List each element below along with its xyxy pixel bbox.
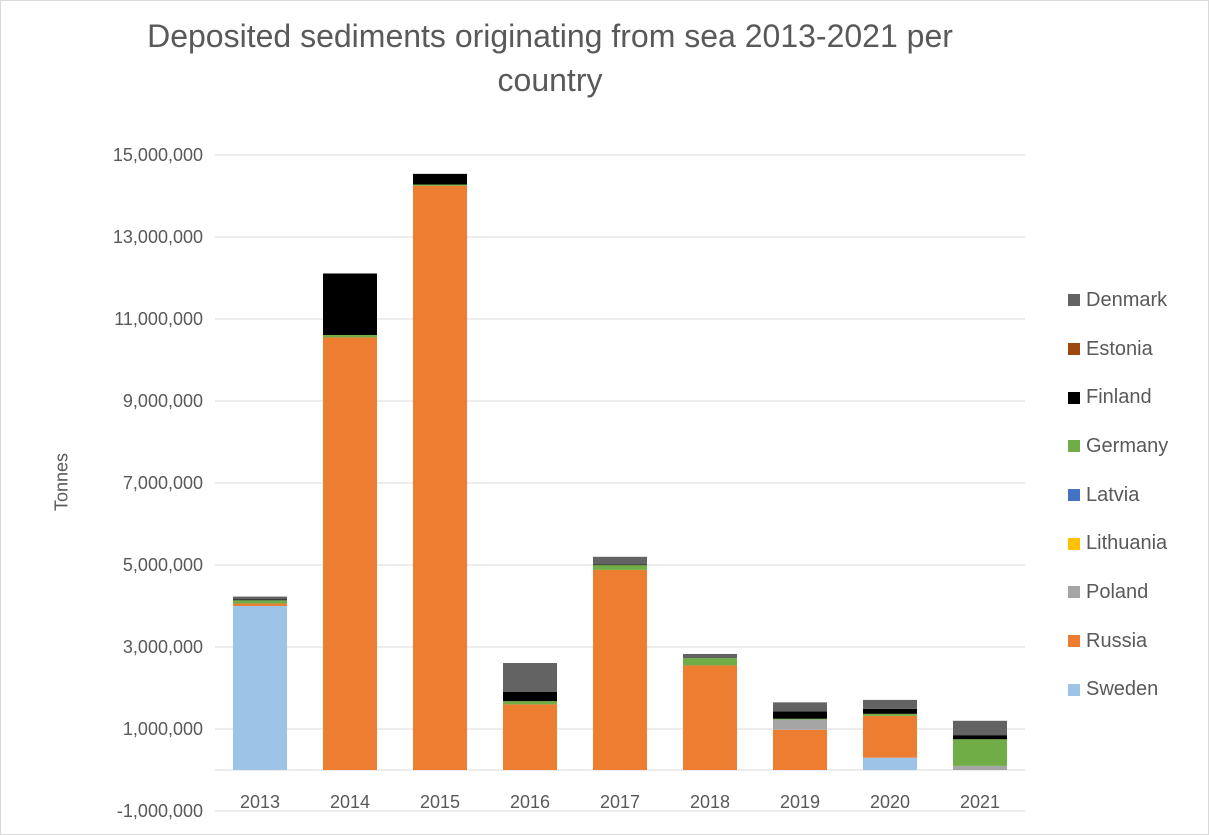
- legend-swatch: [1068, 489, 1080, 502]
- bar-russia-2018: [683, 665, 737, 770]
- legend-label: Poland: [1086, 580, 1149, 603]
- bar-russia-2013: [233, 603, 287, 606]
- bar-denmark-2018: [683, 653, 737, 659]
- bar-denmark-2017: [593, 556, 647, 565]
- bar-finland-2020: [863, 708, 917, 714]
- bar-finland-2013: [233, 599, 287, 601]
- legend: Denmark Estonia Finland Germany Latvia Lithua…: [1068, 276, 1168, 714]
- bar-denmark-2013: [233, 596, 287, 600]
- legend-label: Sweden: [1086, 678, 1159, 701]
- x-tick-label: 2020: [870, 792, 910, 812]
- bar-russia-2019: [773, 729, 827, 770]
- bar-russia-2016: [503, 704, 557, 770]
- legend-label: Finland: [1086, 386, 1152, 409]
- legend-label: Germany: [1086, 434, 1169, 457]
- bar-germany-2018: [683, 658, 737, 666]
- bar-germany-2017: [593, 565, 647, 570]
- bar-finland-2015: [413, 173, 467, 185]
- bar-russia-2017: [593, 569, 647, 770]
- legend-swatch: [1068, 440, 1080, 453]
- bar-germany-2021: [953, 739, 1007, 766]
- legend-label: Lithuania: [1086, 532, 1168, 555]
- bar-germany-2016: [503, 701, 557, 705]
- y-tick-label: 9,000,000: [123, 391, 203, 411]
- legend-item-denmark: Denmark: [1068, 276, 1168, 325]
- x-tick-label: 2018: [690, 792, 730, 812]
- bar-finland-2019: [773, 711, 827, 719]
- bar-denmark-2021: [953, 720, 1007, 736]
- bar-denmark-2016: [503, 662, 557, 692]
- legend-swatch: [1068, 343, 1080, 356]
- legend-item-germany: Germany: [1068, 422, 1168, 471]
- legend-swatch: [1068, 683, 1080, 696]
- x-tick-label: 2013: [240, 792, 280, 812]
- y-tick-label: 1,000,000: [123, 719, 203, 739]
- legend-item-poland: Poland: [1068, 568, 1168, 617]
- y-tick-label: 5,000,000: [123, 555, 203, 575]
- legend-swatch: [1068, 586, 1080, 599]
- bar-germany-2020: [863, 713, 917, 716]
- chart-title: Deposited sediments originating from sea…: [147, 18, 953, 98]
- bar-poland-2021: [953, 765, 1007, 770]
- bar-russia-2015: [413, 185, 467, 770]
- x-tick-label: 2015: [420, 792, 460, 812]
- bar-denmark-2019: [773, 702, 827, 712]
- y-tick-label: 11,000,000: [114, 309, 203, 329]
- bar-finland-2017: [593, 564, 647, 566]
- legend-label: Russia: [1086, 629, 1148, 652]
- x-tick-label: 2016: [510, 792, 550, 812]
- legend-item-estonia: Estonia: [1068, 325, 1168, 374]
- bar-finland-2021: [953, 735, 1007, 740]
- x-tick-label: 2019: [780, 792, 820, 812]
- y-tick-label: 3,000,000: [123, 637, 203, 657]
- legend-label: Denmark: [1086, 288, 1168, 311]
- legend-swatch: [1068, 294, 1080, 307]
- x-tick-label: 2014: [330, 792, 370, 812]
- y-tick-label: 13,000,000: [113, 227, 203, 247]
- bar-denmark-2020: [863, 699, 917, 709]
- bar-sweden-2020: [863, 757, 917, 770]
- y-tick-label: -1,000,000: [117, 801, 203, 821]
- bar-germany-2019: [773, 718, 827, 720]
- legend-swatch: [1068, 537, 1080, 550]
- bar-russia-2014: [323, 337, 377, 770]
- legend-item-sweden: Sweden: [1068, 666, 1168, 715]
- x-tick-label: 2017: [600, 792, 640, 812]
- bar-sweden-2013: [233, 606, 287, 770]
- legend-swatch: [1068, 635, 1080, 648]
- x-tick-label: 2021: [960, 792, 1000, 812]
- bar-germany-2013: [233, 600, 287, 604]
- bar-russia-2020: [863, 715, 917, 758]
- legend-item-russia: Russia: [1068, 617, 1168, 666]
- legend-label: Estonia: [1086, 337, 1153, 360]
- bar-germany-2015: [413, 184, 467, 186]
- bar-finland-2016: [503, 691, 557, 702]
- legend-item-finland: Finland: [1068, 373, 1168, 422]
- legend-item-lithuania: Lithuania: [1068, 519, 1168, 568]
- y-tick-label: 15,000,000: [113, 145, 203, 165]
- y-tick-label: 7,000,000: [123, 473, 203, 493]
- bar-germany-2014: [323, 334, 377, 338]
- bar-poland-2019: [773, 719, 827, 730]
- bar-finland-2014: [323, 273, 377, 335]
- legend-swatch: [1068, 391, 1080, 404]
- legend-label: Latvia: [1086, 483, 1140, 506]
- legend-item-latvia: Latvia: [1068, 471, 1168, 520]
